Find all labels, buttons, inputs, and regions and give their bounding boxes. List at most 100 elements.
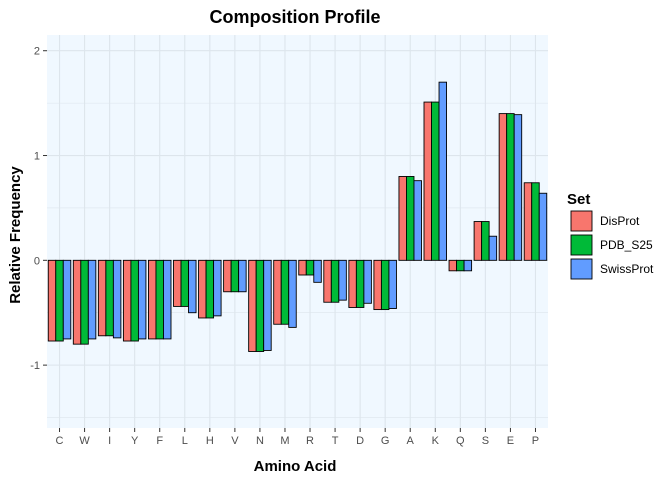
bar-S-SwissProt [488,235,498,261]
y-axis-title: Relative Frequency [7,166,24,304]
legend-label-DisProt: DisProt [600,214,640,228]
x-tick-label: S [482,435,489,447]
legend: Set DisProt PDB_S25 SwissProt [567,191,654,280]
x-tick-label: K [432,435,440,447]
bar-V-SwissProt [238,259,247,293]
y-tick-label: 1 [34,151,40,163]
bars [47,81,548,352]
bar-M-SwissProt [288,259,297,328]
bar-C-DisProt [47,259,57,342]
legend-label-PDB_S25: PDB_S25 [600,238,653,252]
bar-H-SwissProt [213,259,222,317]
bar-P-DisProt [523,182,533,261]
x-tick-label: M [280,435,289,447]
legend-key-SwissProt [570,258,593,280]
x-tick-label: N [256,435,264,447]
bar-L-SwissProt [188,259,197,314]
x-tick-label: P [532,435,539,447]
bar-F-PDB_S25 [155,259,164,340]
bar-N-PDB_S25 [255,259,265,352]
bar-W-PDB_S25 [80,259,89,345]
bar-I-DisProt [97,259,107,337]
legend-label-SwissProt: SwissProt [600,262,654,276]
bar-Y-SwissProt [137,259,147,340]
bar-Y-DisProt [122,259,132,342]
bar-M-DisProt [273,259,282,325]
bar-D-SwissProt [363,259,372,304]
bar-E-SwissProt [513,114,523,261]
bar-T-PDB_S25 [330,259,340,303]
bar-F-SwissProt [163,259,172,340]
x-tick-label: D [356,435,364,447]
x-tick-label: L [182,435,188,447]
x-tick-label: R [306,435,314,447]
bar-V-DisProt [223,259,232,293]
bar-D-DisProt [348,259,357,308]
bar-E-PDB_S25 [506,113,515,261]
x-axis-title: Amino Acid [254,458,337,475]
bar-K-DisProt [423,101,432,261]
y-axis-ticks: -1 0 1 2 [30,46,47,372]
bar-N-SwissProt [263,259,272,351]
bar-N-DisProt [248,259,257,352]
x-tick-label: G [381,435,390,447]
bar-Q-DisProt [448,259,458,272]
bar-Q-PDB_S25 [456,259,465,272]
bar-P-PDB_S25 [531,182,540,261]
bar-G-DisProt [373,259,382,311]
bar-G-SwissProt [388,259,397,309]
bar-K-SwissProt [438,81,447,261]
legend-key-PDB_S25 [570,234,593,256]
bar-M-PDB_S25 [280,259,290,325]
x-tick-label: Q [456,435,465,447]
bar-Q-SwissProt [463,259,473,272]
bar-T-DisProt [323,259,332,303]
legend-title: Set [567,191,590,208]
x-tick-label: A [407,435,415,447]
x-tick-label: E [507,435,514,447]
bar-I-SwissProt [112,259,122,339]
x-tick-label: H [206,435,214,447]
bar-F-DisProt [148,259,157,340]
x-tick-label: C [56,435,64,447]
y-tick-label: 2 [34,46,40,58]
bar-A-SwissProt [413,180,422,261]
bar-I-PDB_S25 [105,259,114,337]
y-tick-label: -1 [30,360,40,372]
bar-H-PDB_S25 [205,259,215,319]
bar-H-DisProt [198,259,207,319]
bar-A-DisProt [398,176,407,261]
bar-C-SwissProt [62,259,72,340]
bar-G-PDB_S25 [380,259,390,311]
y-tick-label: 0 [34,255,40,267]
bar-R-PDB_S25 [305,259,315,276]
bar-A-PDB_S25 [406,176,415,261]
bar-L-PDB_S25 [180,259,189,307]
bar-W-SwissProt [87,259,97,340]
x-tick-label: I [108,435,111,447]
bar-W-DisProt [72,259,82,345]
x-tick-label: F [156,435,163,447]
bar-C-PDB_S25 [55,259,64,342]
bar-S-PDB_S25 [481,221,490,261]
chart-title: Composition Profile [210,7,381,27]
bar-D-PDB_S25 [355,259,365,308]
x-tick-label: T [332,435,339,447]
legend-key-DisProt [570,210,593,232]
bar-R-DisProt [298,259,307,276]
bar-P-SwissProt [538,192,548,261]
plot-background [47,35,548,428]
bar-E-DisProt [498,113,508,261]
x-tick-label: V [231,435,239,447]
bar-Y-PDB_S25 [130,259,139,342]
bar-L-DisProt [173,259,182,307]
bar-K-PDB_S25 [431,101,440,261]
bar-R-SwissProt [313,259,322,283]
bar-T-SwissProt [338,259,347,301]
bar-S-DisProt [473,221,483,261]
x-tick-label: Y [131,435,139,447]
bar-V-PDB_S25 [230,259,240,293]
x-tick-label: W [79,435,90,447]
